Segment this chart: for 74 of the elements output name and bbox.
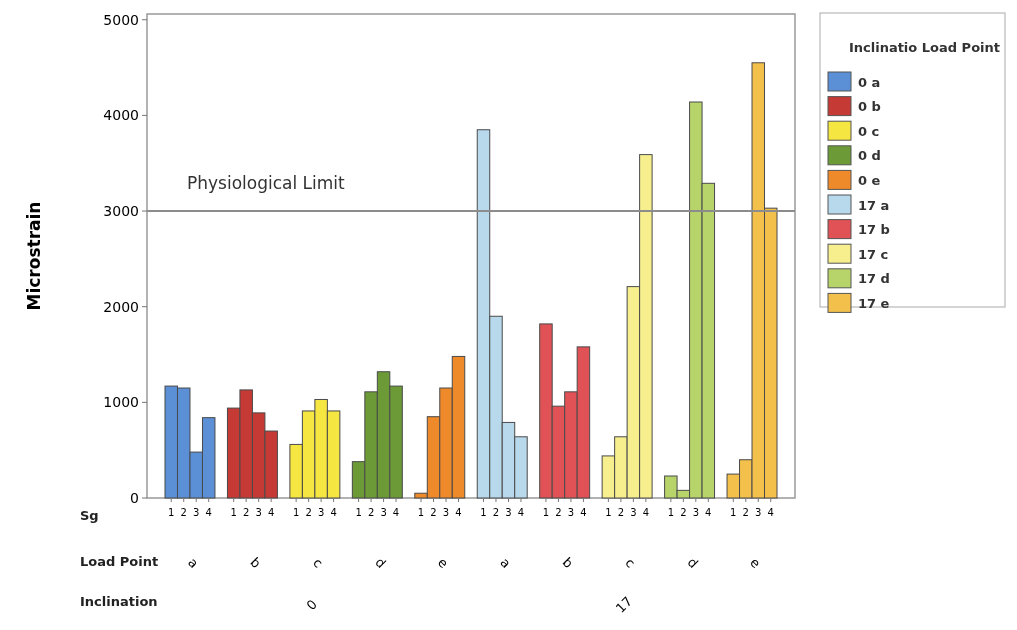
legend-label: 17 b (858, 222, 890, 238)
text: a (185, 554, 202, 571)
x-tick-label: 3 (505, 507, 512, 518)
text: b (559, 554, 577, 572)
x-tick-label: 2 (305, 507, 312, 518)
x-tick-label: 1 (542, 507, 550, 518)
y-tick-label: 3000 (103, 202, 139, 219)
text: 0 (303, 596, 320, 614)
legend-label: 17 a (858, 197, 890, 213)
legend-label: 0 e (858, 172, 881, 188)
text: c (310, 554, 326, 571)
text: b (247, 554, 264, 572)
x-tick-label: 1 (292, 507, 300, 518)
x-tick-label: 1 (417, 507, 425, 518)
x-tick-label: 1 (230, 507, 237, 518)
x-tick-label: 2 (367, 507, 375, 518)
x-tick-label: 1 (355, 507, 362, 518)
x-tick-label: 3 (630, 507, 637, 518)
y-tick-label: 5000 (103, 11, 139, 28)
legend-label: 17 e (858, 295, 890, 311)
text: d (684, 554, 701, 572)
x-tick-label: 3 (255, 507, 262, 518)
x-tick-label: 3 (567, 507, 575, 518)
x-tick-label: 2 (742, 507, 749, 518)
legend-title: Inclinatio Load Point (848, 40, 1000, 55)
legend-label: 0 d (858, 148, 881, 164)
text: c (622, 554, 639, 571)
x-tick-label: 4 (330, 507, 337, 518)
x-tick-label: 2 (180, 507, 187, 518)
ref-line-label: Physiological Limit (187, 173, 346, 194)
y-tick-label: 0 (130, 489, 139, 506)
text: a (497, 554, 514, 571)
x-tick-label: 4 (705, 507, 712, 518)
x-tick-label: 1 (667, 507, 675, 518)
legend-label: 0 b (858, 99, 881, 115)
y-axis-title: Microstrain (24, 201, 44, 311)
x-tick-label: 2 (617, 507, 625, 518)
x-tick-label: 3 (193, 507, 200, 518)
x-tick-label: 1 (730, 507, 737, 518)
x-tick-label: 3 (380, 507, 387, 518)
x-tick-label: 3 (317, 507, 325, 518)
text: e (434, 554, 452, 571)
legend-label: 17 d (858, 271, 890, 287)
x-tick-label: 3 (442, 507, 450, 518)
x-tick-label: 1 (605, 507, 612, 518)
text: Sg (80, 508, 99, 523)
x-tick-label: 4 (767, 507, 774, 518)
text: 17 (612, 593, 636, 616)
x-tick-label: 2 (680, 507, 687, 518)
x-tick-label: 4 (455, 507, 462, 518)
x-tick-label: 2 (492, 507, 500, 518)
text: e (747, 554, 764, 571)
y-tick-label: 4000 (103, 107, 139, 124)
legend-label: 0 a (858, 74, 881, 90)
y-tick-label: 1000 (103, 394, 139, 411)
legend-label: 0 c (858, 123, 880, 139)
x-tick-label: 4 (392, 507, 400, 518)
x-tick-label: 1 (168, 507, 175, 518)
x-tick-label: 2 (243, 507, 250, 518)
x-tick-label: 4 (580, 507, 587, 518)
x-tick-label: 3 (692, 507, 699, 518)
x-tick-label: 3 (755, 507, 762, 518)
x-tick-label: 4 (267, 507, 275, 518)
x-tick-label: 4 (517, 507, 525, 518)
x-tick-label: 1 (480, 507, 487, 518)
legend-label: 17 c (858, 246, 889, 262)
x-tick-label: 4 (205, 507, 212, 518)
x-tick-label: 2 (555, 507, 562, 518)
y-tick-label: 2000 (103, 298, 139, 315)
x-tick-label: 4 (642, 507, 650, 518)
text: Inclination (80, 594, 158, 609)
text: d (372, 554, 389, 572)
x-tick-label: 2 (430, 507, 437, 518)
text: Load Point (80, 554, 159, 569)
